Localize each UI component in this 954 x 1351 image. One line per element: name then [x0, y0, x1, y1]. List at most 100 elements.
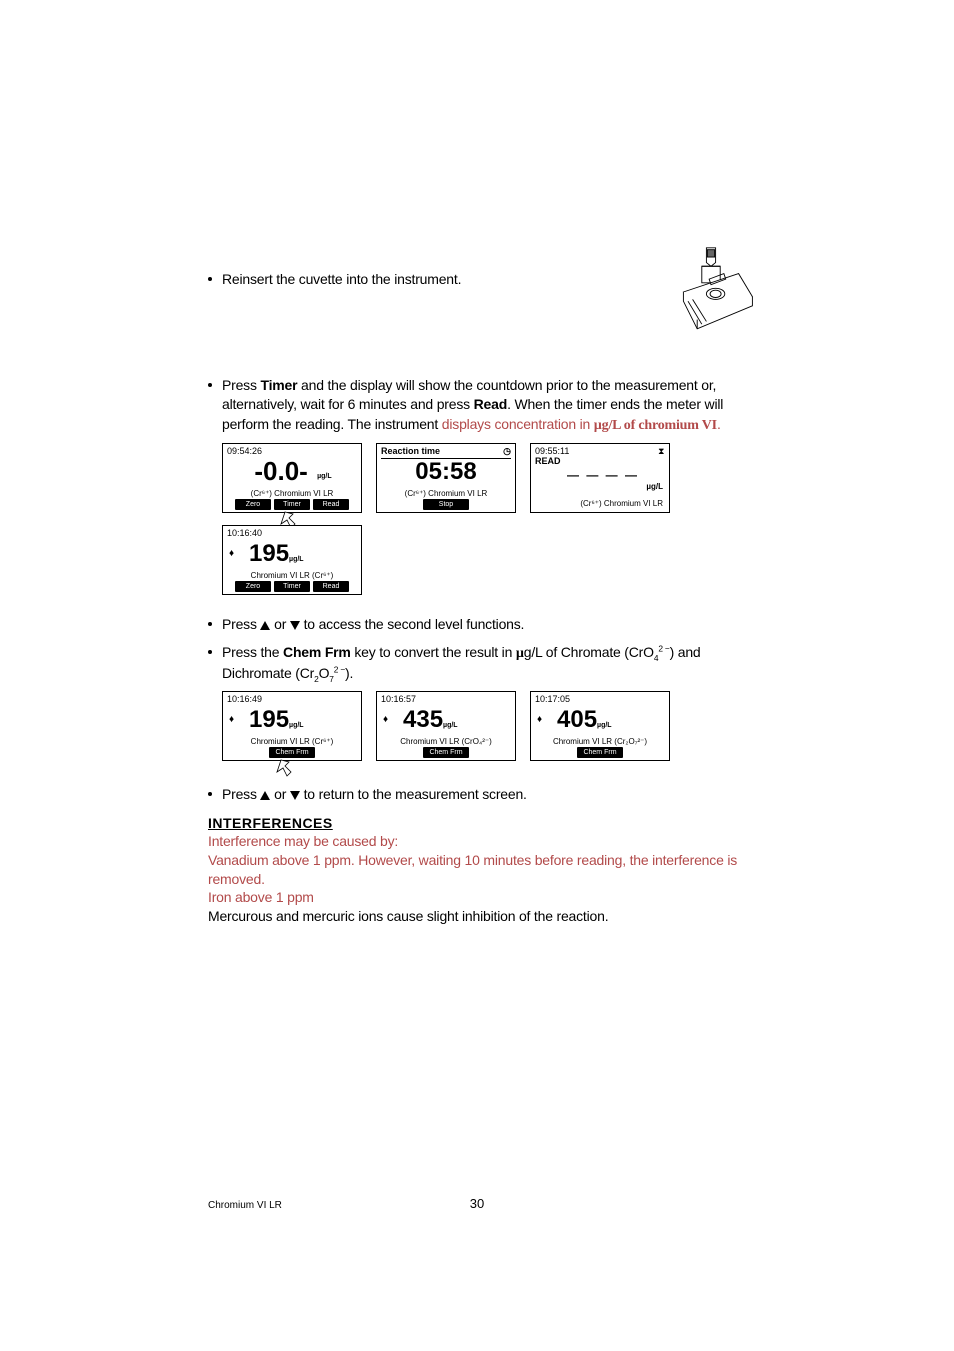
lcd-value: 195µg/L — [223, 706, 361, 734]
lcd-value: 05:58 — [377, 458, 515, 486]
lcd-sub: Chromium VI LR (Cr⁶⁺) — [223, 737, 361, 746]
read-key: Read — [474, 396, 507, 412]
bullet-icon — [208, 383, 212, 387]
zero-button[interactable]: Zero — [235, 499, 271, 510]
bullet-timer: Press Timer and the display will show th… — [208, 376, 754, 436]
text: key to convert the result in — [351, 644, 516, 660]
bullet-arrows-access: Press or to access the second level func… — [208, 615, 754, 635]
down-arrow-icon — [290, 791, 300, 800]
lcd-row-3: 10:16:49 ♦ 195µg/L Chromium VI LR (Cr⁶⁺)… — [222, 691, 754, 761]
unit: µg/L — [289, 722, 304, 729]
chem-frm-key: Chem Frm — [283, 644, 351, 660]
lcd-time: 10:17:05 — [535, 694, 570, 704]
up-arrow-icon — [260, 621, 270, 630]
bullet-icon — [208, 277, 212, 281]
placeholder-value: — — — — — [567, 468, 639, 482]
zero-button[interactable]: Zero — [235, 581, 271, 592]
timer-button[interactable]: Timer — [274, 581, 310, 592]
value: -0.0- — [254, 456, 307, 486]
unit: µg/L — [646, 482, 663, 491]
lcd-buttons: Chem Frm — [534, 747, 666, 758]
bullet-icon — [208, 792, 212, 796]
lcd-value: 435µg/L — [377, 706, 515, 734]
lcd-value: -0.0- µg/L — [223, 456, 361, 487]
text: Mercurous and mercuric ions cause slight… — [208, 908, 608, 924]
lcd-sub: (Cr⁶⁺) Chromium VI LR — [377, 489, 515, 498]
lcd-chem-1: 10:16:49 ♦ 195µg/L Chromium VI LR (Cr⁶⁺)… — [222, 691, 362, 761]
unit: µg/L — [443, 722, 458, 729]
lcd-time: 09:55:11 — [535, 446, 569, 456]
lcd-buttons: Zero Timer Read — [226, 581, 358, 592]
text: displays concentration in — [442, 416, 594, 432]
up-arrow-icon — [260, 791, 270, 800]
unit: µg/L — [597, 722, 612, 729]
page-number: 30 — [0, 1196, 954, 1211]
text: to return to the measurement screen. — [300, 786, 527, 802]
stopwatch-icon: ◷ — [503, 446, 511, 457]
value: 195 — [249, 540, 289, 567]
lcd-value: 405µg/L — [531, 706, 669, 734]
text: Press — [222, 377, 260, 393]
lcd-buttons: Chem Frm — [226, 747, 358, 758]
interferences-heading: INTERFERENCES — [208, 815, 754, 831]
value: 405 — [557, 706, 597, 733]
mu: µ — [516, 646, 524, 661]
lcd-sub: (Cr⁶⁺) Chromium VI LR — [223, 489, 361, 498]
bullet-arrows-return: Press or to return to the measurement sc… — [208, 785, 754, 805]
lcd-row-2: 10:16:40 ♦ 195µg/L Chromium VI LR (Cr⁶⁺)… — [222, 525, 754, 595]
down-arrow-icon — [290, 621, 300, 630]
highlight: displays concentration in µg/L of chromi… — [442, 416, 721, 432]
read-label: READ — [535, 456, 561, 466]
text: Interference may be caused by: — [208, 833, 398, 849]
interferences-body: Interference may be caused by: Vanadium … — [208, 832, 754, 926]
stop-button[interactable]: Stop — [423, 499, 469, 510]
bullet-text: Press or to return to the measurement sc… — [222, 785, 527, 805]
text: O — [319, 665, 330, 681]
lcd-time: 10:16:49 — [227, 694, 262, 704]
text: Press — [222, 616, 260, 632]
text: Press the — [222, 644, 283, 660]
lcd-sub: (Cr⁶⁺) Chromium VI LR — [580, 499, 663, 508]
lcd-buttons: Zero Timer Read — [226, 499, 358, 510]
timer-key: Timer — [260, 377, 297, 393]
page: Reinsert the cuvette into the instrument… — [0, 0, 954, 1351]
text: or — [270, 616, 289, 632]
lcd-reaction-timer: Reaction time ◷ 05:58 (Cr⁶⁺) Chromium VI… — [376, 443, 516, 513]
value: 195 — [249, 706, 289, 733]
chem-frm-button[interactable]: Chem Frm — [577, 747, 623, 758]
bullet-text: Press Timer and the display will show th… — [222, 376, 754, 436]
cuvette-instrument-illustration — [663, 246, 759, 338]
hourglass-icon: ⧗ — [658, 446, 665, 457]
bullet-chem-frm: Press the Chem Frm key to convert the re… — [208, 643, 754, 683]
lcd-chem-2: 10:16:57 ♦ 435µg/L Chromium VI LR (CrO₄²… — [376, 691, 516, 761]
text: Press — [222, 786, 260, 802]
lcd-buttons: Chem Frm — [380, 747, 512, 758]
lcd-sub: Chromium VI LR (CrO₄²⁻) — [377, 737, 515, 746]
lcd-read-wait: 09:55:11 ⧗ READ — — — — µg/L (Cr⁶⁺) Chro… — [530, 443, 670, 513]
lcd-result: 10:16:40 ♦ 195µg/L Chromium VI LR (Cr⁶⁺)… — [222, 525, 362, 595]
pointer-icon — [273, 758, 293, 778]
text: . — [717, 416, 721, 432]
lcd-time: 09:54:26 — [227, 446, 262, 456]
read-button[interactable]: Read — [313, 499, 349, 510]
lcd-time: 10:16:57 — [381, 694, 416, 704]
lcd-sub: Chromium VI LR (Cr₂O₇²⁻) — [531, 737, 669, 746]
timer-button[interactable]: Timer — [274, 499, 310, 510]
unit: µg/L — [317, 473, 332, 480]
text: ). — [345, 665, 353, 681]
lcd-time: 10:16:40 — [227, 528, 262, 538]
chem-frm-button[interactable]: Chem Frm — [423, 747, 469, 758]
text: or — [270, 786, 289, 802]
bullet-text: Press or to access the second level func… — [222, 615, 524, 635]
lcd-sub: Chromium VI LR (Cr⁶⁺) — [223, 571, 361, 580]
lcd-buttons: Stop — [380, 499, 512, 510]
text: Vanadium above 1 ppm. However, waiting 1… — [208, 852, 737, 887]
unit: µg/L of chromium VI — [594, 418, 717, 433]
bullet-text: Press the Chem Frm key to convert the re… — [222, 643, 754, 683]
label: Reaction time — [381, 446, 440, 457]
chem-frm-button[interactable]: Chem Frm — [269, 747, 315, 758]
text: to access the second level functions. — [300, 616, 524, 632]
read-button[interactable]: Read — [313, 581, 349, 592]
text: g/L of Chromate (CrO — [524, 644, 654, 660]
lcd-zero-reading: 09:54:26 -0.0- µg/L (Cr⁶⁺) Chromium VI L… — [222, 443, 362, 513]
